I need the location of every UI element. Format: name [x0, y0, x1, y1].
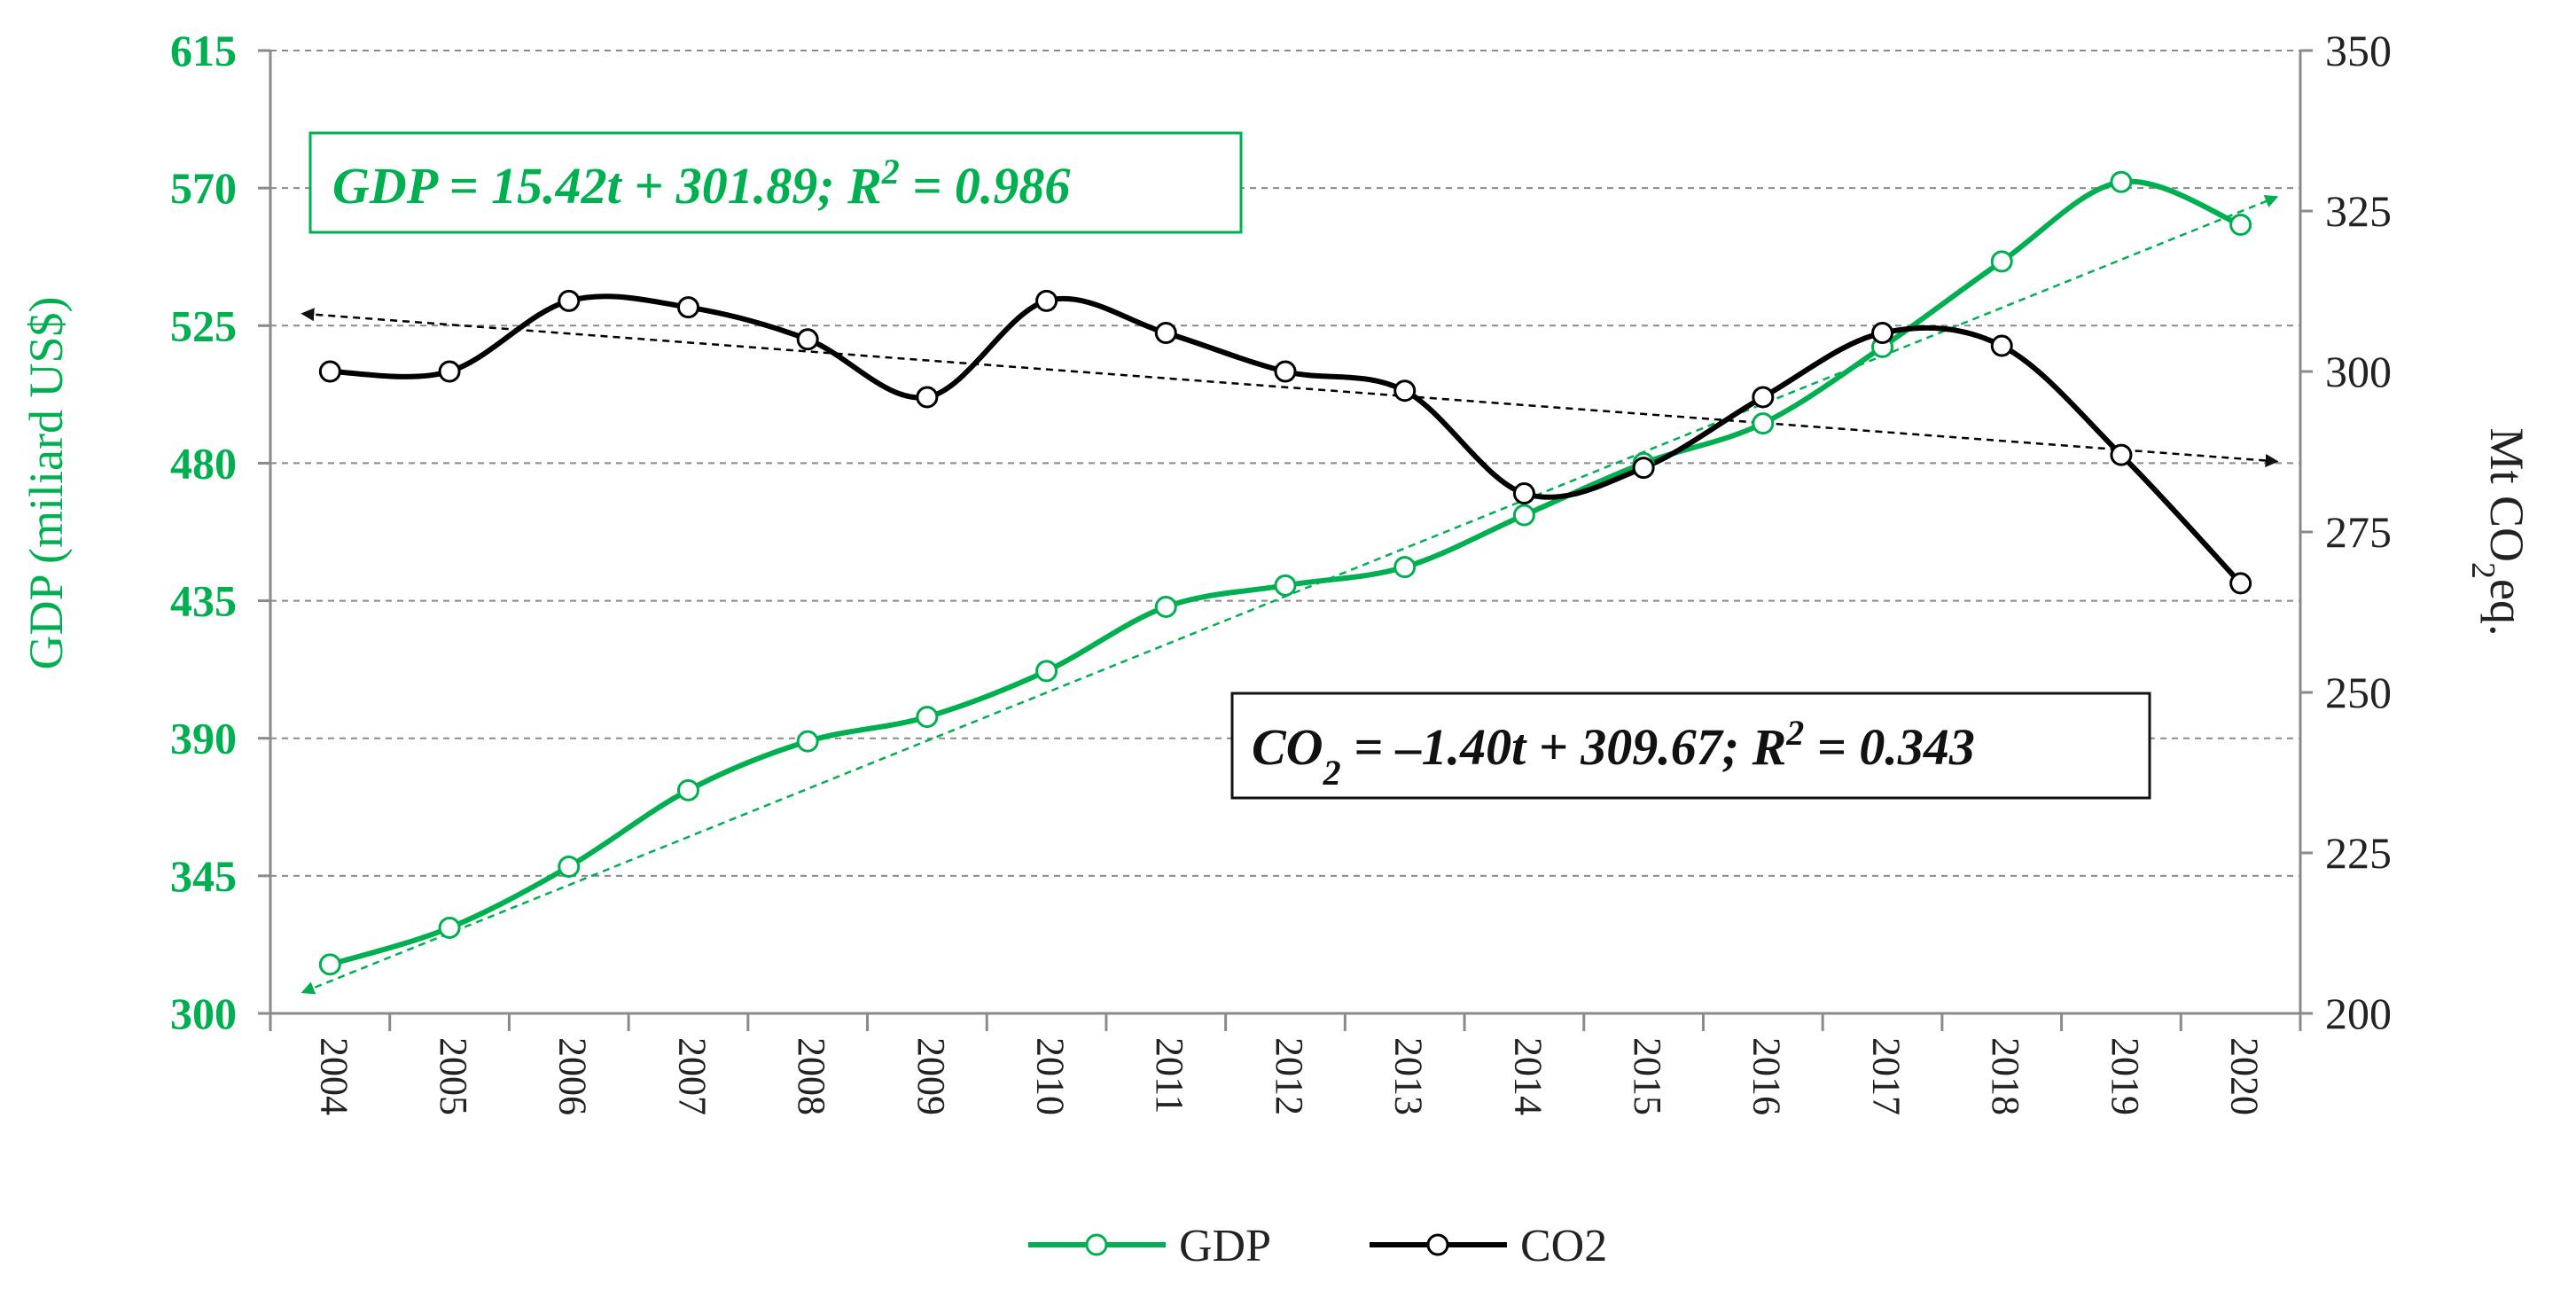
right-tick-label: 325 [2325, 186, 2392, 236]
gdp-trendline [301, 195, 2279, 995]
co2-point [1393, 379, 1417, 403]
gdp-point [1154, 595, 1177, 618]
gdp-point [916, 706, 939, 729]
x-tick-label: 2010 [1028, 1037, 1072, 1115]
gdp-equation-annotation: GDP = 15.42t + 301.89; R2 = 0.986 [308, 131, 1243, 234]
left-axis-ticks: 615 570 525 480 435 390 345 300 [170, 26, 237, 1038]
x-tick-label: 2017 [1864, 1037, 1908, 1115]
x-tick-label: 2019 [2104, 1037, 2147, 1115]
gdp-point [676, 778, 699, 801]
right-tick-label: 225 [2325, 828, 2392, 878]
gdp-point [318, 953, 341, 976]
co2-point [438, 360, 461, 383]
co2-point [558, 289, 581, 312]
right-tick-label: 275 [2325, 507, 2392, 557]
co2-equation-annotation: CO2 = –1.40t + 309.67; R2 = 0.343 [1230, 692, 2151, 800]
co2-point [676, 296, 699, 319]
left-tick-label: 300 [170, 989, 237, 1038]
legend-co2-label: CO2 [1520, 1221, 1607, 1271]
gdp-point [1035, 660, 1058, 683]
co2-point [916, 386, 939, 409]
svg-text:CO2 = –1.40t + 309.67; R2 = 0.: CO2 = –1.40t + 309.67; R2 = 0.343 [1252, 713, 1975, 793]
left-tick-label: 435 [170, 576, 237, 626]
y-axis-left-label: GDP (miliard US$) [20, 297, 73, 670]
gdp-point [438, 916, 461, 939]
gdp-point [1393, 556, 1417, 579]
gdp-point [2229, 214, 2252, 237]
x-tick-label: 2006 [551, 1037, 595, 1115]
x-tick-label: 2020 [2223, 1037, 2267, 1115]
left-tick-label: 525 [170, 301, 237, 350]
gdp-point [1274, 574, 1297, 597]
co2-point [1035, 289, 1058, 312]
co2-point [1990, 334, 2013, 357]
x-tick-label: 2005 [432, 1037, 475, 1115]
legend-gdp-label: GDP [1179, 1221, 1271, 1271]
legend-gdp-marker [1085, 1233, 1108, 1256]
x-tick-label: 2004 [312, 1037, 355, 1115]
right-tick-label: 300 [2325, 347, 2392, 396]
series-markers [318, 170, 2252, 976]
co2-point [1154, 322, 1177, 345]
y-axis-right-label: Mt CO2eq. [2464, 427, 2533, 636]
x-tick-label: 2018 [1984, 1037, 2027, 1115]
gdp-point [796, 730, 819, 753]
x-tick-label: 2014 [1506, 1037, 1550, 1115]
x-axis-ticks: 2004 2005 2006 2007 2008 2009 2010 2011 2012 2013… [312, 1037, 2266, 1115]
co2-point [1274, 360, 1297, 383]
co2-trendline [301, 308, 2279, 467]
right-axis-ticks: 350 325 300 275 250 225 200 [2325, 26, 2392, 1038]
legend-co2-marker [1426, 1233, 1449, 1256]
x-tick-label: 2012 [1268, 1037, 1311, 1115]
x-tick-label: 2009 [909, 1037, 953, 1115]
left-tick-label: 480 [170, 438, 237, 488]
svg-text:GDP = 15.42t + 301.89; R2 = 0.: GDP = 15.42t + 301.89; R2 = 0.986 [332, 152, 1070, 215]
gdp-point [1990, 250, 2013, 273]
right-tick-label: 350 [2325, 26, 2392, 75]
x-tick-label: 2015 [1626, 1037, 1669, 1115]
co2-point [796, 328, 819, 351]
gdp-point [558, 856, 581, 879]
trendlines [301, 195, 2279, 995]
co2-point [1512, 482, 1535, 505]
x-tick-label: 2007 [670, 1037, 714, 1115]
x-tick-label: 2008 [790, 1037, 833, 1115]
right-tick-label: 200 [2325, 989, 2392, 1038]
right-tick-label: 250 [2325, 668, 2392, 717]
co2-point [318, 360, 341, 383]
left-tick-label: 570 [170, 163, 237, 213]
x-tick-label: 2011 [1148, 1037, 1191, 1114]
co2-point [1632, 457, 1655, 480]
gdp-point [1512, 504, 1535, 527]
legend: GDP CO2 [1028, 1221, 1607, 1271]
left-tick-label: 615 [170, 26, 237, 75]
plot-frame [258, 49, 2313, 1031]
left-tick-label: 345 [170, 851, 237, 901]
x-tick-label: 2016 [1745, 1037, 1789, 1115]
gdp-point [1752, 412, 1775, 435]
co2-point [2229, 572, 2252, 595]
co2-point [2110, 443, 2133, 466]
left-tick-label: 390 [170, 714, 237, 763]
co2-line [330, 293, 2243, 585]
x-tick-label: 2013 [1387, 1037, 1431, 1115]
co2-point [1871, 322, 1894, 345]
series-lines [329, 178, 2243, 967]
co2-point [1752, 386, 1775, 409]
gdp-point [2110, 170, 2133, 193]
